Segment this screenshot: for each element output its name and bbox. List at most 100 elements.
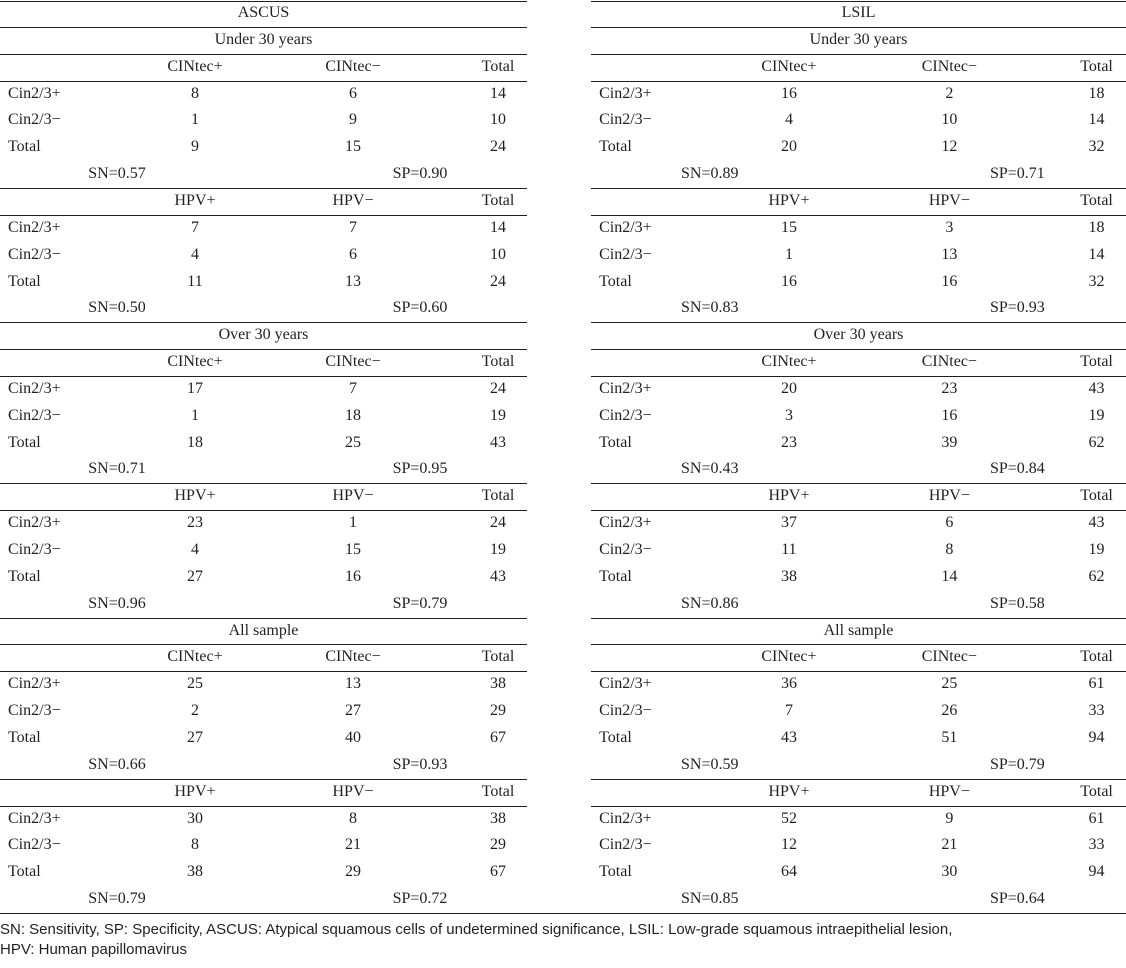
cell-value: 15: [345, 541, 361, 558]
column-header: CINtec+: [761, 353, 817, 371]
sensitivity: SN=0.86: [681, 594, 739, 612]
cell-value: 64: [780, 863, 797, 881]
cell-value: 14: [941, 567, 958, 585]
cell-value: 13: [345, 272, 361, 290]
cell-value: 8: [945, 541, 954, 558]
cell-value: 7: [349, 218, 357, 236]
cell-value: 18: [187, 433, 203, 451]
rule: [0, 617, 527, 619]
row-label: Cin2/3+: [599, 84, 652, 102]
cell-value: 15: [780, 218, 797, 236]
rule: [0, 671, 527, 673]
column-header: Total: [1080, 648, 1113, 666]
cell-value: 8: [191, 836, 199, 854]
cell-value: 52: [780, 809, 797, 827]
row-label: Total: [599, 433, 632, 451]
cell-value: 19: [1088, 541, 1105, 558]
cell-value: 19: [490, 541, 506, 558]
column-header: HPV−: [332, 191, 374, 209]
rule: [0, 375, 527, 377]
cell-value: 23: [187, 514, 203, 532]
cell-value: 20: [780, 379, 797, 397]
rule: [591, 778, 1126, 780]
row-label: Cin2/3+: [599, 809, 652, 827]
row-label: Total: [599, 728, 632, 746]
rule: [0, 644, 527, 646]
cell-value: 8: [349, 809, 357, 827]
cell-value: 1: [349, 514, 357, 532]
cell-value: 62: [1088, 433, 1105, 451]
rule: [591, 26, 1126, 28]
column-header: HPV−: [928, 782, 970, 800]
column-header: CINtec+: [167, 648, 223, 666]
cell-value: 3: [945, 218, 954, 236]
specificity: SP=0.90: [392, 165, 448, 183]
row-label: Cin2/3+: [599, 218, 652, 236]
cell-value: 14: [490, 84, 506, 102]
cell-value: 11: [781, 541, 797, 558]
row-label: Cin2/3−: [599, 702, 652, 720]
cell-value: 25: [345, 433, 361, 451]
group-title: Over 30 years: [218, 326, 309, 344]
group-title: Over 30 years: [813, 326, 904, 344]
column-header: HPV+: [768, 782, 810, 800]
rule: [0, 26, 527, 28]
cell-value: 23: [941, 379, 958, 397]
column-header: HPV+: [174, 487, 216, 505]
cell-value: 18: [1088, 84, 1105, 102]
specificity: SP=0.71: [989, 165, 1045, 183]
cell-value: 3: [784, 406, 793, 424]
row-label: Cin2/3−: [8, 836, 61, 854]
group-title: Under 30 years: [214, 30, 313, 48]
cell-value: 21: [941, 836, 958, 854]
cell-value: 43: [1088, 514, 1105, 532]
cell-value: 9: [191, 138, 199, 156]
cell-value: 61: [1088, 675, 1105, 693]
cell-value: 6: [349, 84, 357, 102]
cell-value: 25: [187, 675, 203, 693]
specificity: SP=0.93: [989, 299, 1045, 317]
row-label: Cin2/3+: [8, 809, 61, 827]
cell-value: 11: [187, 272, 203, 290]
cell-value: 14: [490, 218, 506, 236]
cell-value: 38: [187, 863, 203, 881]
footnote: SN: Sensitivity, SP: Specificity, ASCUS:…: [0, 921, 953, 938]
cell-value: 39: [941, 433, 958, 451]
row-label: Total: [8, 272, 41, 290]
column-header: CINtec+: [167, 57, 223, 75]
cell-value: 7: [191, 218, 199, 236]
cell-value: 19: [1088, 406, 1105, 424]
cell-value: 12: [780, 836, 797, 854]
rule: [591, 214, 1126, 216]
column-header: CINtec+: [167, 353, 223, 371]
cell-value: 43: [780, 728, 797, 746]
row-label: Total: [599, 863, 632, 881]
column-header: Total: [481, 353, 515, 371]
column-header: CINtec−: [325, 353, 381, 371]
cell-value: 33: [1088, 702, 1105, 720]
cell-value: 26: [941, 702, 958, 720]
row-label: Cin2/3−: [8, 406, 61, 424]
rule: [591, 671, 1126, 673]
bottom-rule: [0, 913, 1126, 914]
rule: [591, 322, 1126, 324]
cell-value: 29: [490, 702, 506, 720]
cell-value: 27: [187, 567, 203, 585]
cell-value: 27: [345, 702, 361, 720]
group-title: Under 30 years: [809, 30, 908, 48]
rule: [591, 805, 1126, 807]
specificity: SP=0.95: [392, 460, 448, 478]
cell-value: 20: [780, 138, 797, 156]
cell-value: 21: [345, 836, 361, 854]
cell-value: 9: [349, 111, 357, 129]
cell-value: 94: [1088, 863, 1105, 881]
row-label: Cin2/3+: [8, 514, 61, 532]
cell-value: 7: [349, 379, 357, 397]
cell-value: 19: [490, 406, 506, 424]
cell-value: 18: [345, 406, 361, 424]
column-header: CINtec−: [921, 57, 977, 75]
cell-value: 7: [784, 702, 793, 720]
cell-value: 16: [780, 272, 797, 290]
row-label: Cin2/3−: [599, 111, 652, 129]
sensitivity: SN=0.50: [88, 299, 146, 317]
